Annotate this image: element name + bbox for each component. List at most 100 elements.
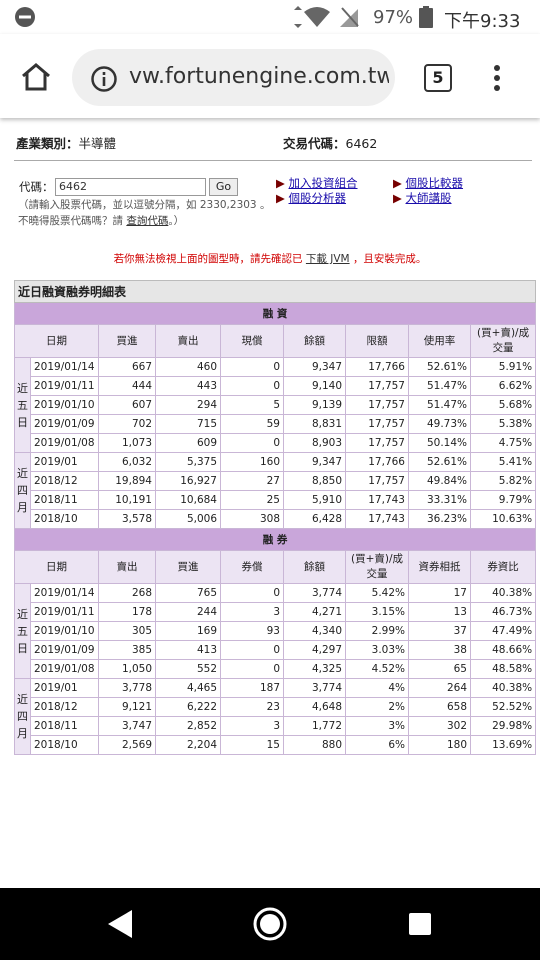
portfolio-link[interactable]: 加入投資組合 [288, 176, 358, 190]
jvm-notice: 若你無法檢視上面的圖型時，請先確認已 下載 JVM ，且安裝完成。 [0, 251, 540, 266]
value-cell: 305 [98, 621, 156, 641]
menu-button[interactable] [491, 64, 503, 92]
date-cell: 2018/12 [30, 471, 99, 491]
bullet: ▶ [276, 190, 285, 205]
value-cell: 3,774 [283, 678, 346, 698]
value-cell: 5.38% [469, 414, 537, 434]
value-cell: 10.63% [469, 509, 537, 529]
dnd-icon [15, 7, 35, 27]
date-cell: 2019/01/10 [30, 621, 99, 641]
group-label: 近四月 [14, 678, 31, 755]
compare-link[interactable]: 個股比較器 [405, 176, 464, 190]
value-cell: 0 [220, 640, 284, 660]
link-column-1: ▶ 加入投資組合 ▶ 個股分析器 [276, 176, 358, 205]
url-text[interactable]: vw.fortunengine.com.tw [129, 64, 389, 89]
column-header: 資券相抵 [408, 550, 471, 584]
lookup-link[interactable]: 查詢代碼 [126, 215, 169, 227]
value-cell: 17,766 [345, 357, 409, 377]
analyzer-link[interactable]: 個股分析器 [288, 190, 347, 205]
value-cell: 0 [220, 433, 284, 453]
value-cell: 27 [220, 471, 284, 491]
value-cell: 1,772 [283, 716, 346, 736]
value-cell: 19,894 [98, 471, 156, 491]
value-cell: 385 [98, 640, 156, 660]
jvm-link[interactable]: 下載 JVM [305, 253, 350, 265]
value-cell: 48.58% [469, 659, 537, 679]
value-cell: 0 [220, 659, 284, 679]
value-cell: 765 [155, 583, 221, 603]
info-icon[interactable] [90, 65, 118, 93]
date-cell: 2019/01/09 [30, 640, 99, 660]
value-cell: 244 [155, 602, 221, 622]
value-cell: 443 [155, 376, 221, 396]
value-cell: 3 [220, 602, 284, 622]
data-row: 2019/01/09 702 715 59 8,831 17,757 49.73% 5.38% [15, 414, 537, 434]
date-cell: 2019/01 [30, 678, 99, 698]
data-row: 2019/01/11 444 443 0 9,140 17,757 51.47% 6.62% [15, 376, 537, 396]
column-header: 日期 [14, 324, 99, 358]
value-cell: 4.52% [345, 659, 409, 679]
date-cell: 2019/01/08 [30, 433, 99, 453]
link-item: ▶ 個股比較器 [393, 176, 463, 191]
divider [14, 160, 532, 161]
value-cell: 17 [408, 583, 471, 603]
header-row: 日期 買進 賣出 現償 餘額 限額 使用率 (買+賣)/成交量 [14, 324, 537, 358]
address-bar[interactable] [72, 49, 395, 106]
value-cell: 5.42% [345, 583, 409, 603]
date-cell: 2019/01/11 [30, 602, 99, 622]
table-title: 近日融資融券明細表 [13, 280, 537, 303]
date-cell: 2019/01/11 [30, 376, 99, 396]
group-label: 近五日 [14, 583, 31, 679]
hint-text: 不曉得股票代碼嗎？請 [18, 215, 123, 227]
value-cell: 180 [408, 735, 471, 755]
master-link[interactable]: 大師講股 [405, 190, 452, 205]
industry-label: 產業類別： [16, 136, 79, 151]
value-cell: 2,204 [155, 735, 221, 755]
search-hint: （請輸入股票代碼，並以逗號分隔，如 2330,2303 。 [18, 199, 271, 211]
data-row: 2018/11 10,191 10,684 25 5,910 17,743 33.31% 9.… [15, 490, 537, 510]
section-row: 融 券 [13, 528, 537, 551]
value-cell: 607 [98, 395, 156, 415]
value-cell: 17,757 [345, 414, 409, 434]
value-cell: 52.61% [408, 452, 471, 472]
value-cell: 6% [345, 735, 409, 755]
value-cell: 36.23% [408, 509, 471, 529]
data-row: 2019/01/08 1,050 552 0 4,325 4.52% 65 48.58% [15, 659, 537, 679]
value-cell: 169 [155, 621, 221, 641]
link-item: ▶ 大師講股 [393, 191, 463, 206]
data-row: 2019/01/10 305 169 93 4,340 2.99% 37 47.49% [15, 621, 537, 641]
value-cell: 4,648 [283, 697, 346, 717]
value-cell: 4.75% [469, 433, 537, 453]
back-button[interactable] [106, 908, 134, 940]
value-cell: 3,747 [98, 716, 156, 736]
title-row: 近日融資融券明細表 [13, 280, 537, 303]
value-cell: 49.84% [408, 471, 471, 491]
go-button[interactable]: Go [209, 178, 238, 196]
code-input[interactable]: 6462 [55, 178, 206, 196]
tab-count[interactable]: 5 [424, 64, 452, 92]
home-nav-button[interactable] [252, 906, 288, 942]
value-cell: 8,850 [283, 471, 346, 491]
value-cell: 48.66% [469, 640, 537, 660]
recents-button[interactable] [408, 912, 432, 936]
value-cell: 5,375 [155, 452, 221, 472]
value-cell: 10,191 [98, 490, 156, 510]
column-header: 買進 [155, 550, 221, 584]
value-cell: 37 [408, 621, 471, 641]
date-cell: 2018/11 [30, 716, 99, 736]
value-cell: 0 [220, 376, 284, 396]
value-cell: 5.82% [469, 471, 537, 491]
column-header: 餘額 [283, 324, 346, 358]
industry-row: 產業類別：半導體 [16, 133, 116, 152]
value-cell: 17,757 [345, 395, 409, 415]
value-cell: 308 [220, 509, 284, 529]
code-label: 交易代碼： [283, 136, 346, 151]
column-header: 券償 [220, 550, 284, 584]
value-cell: 3,578 [98, 509, 156, 529]
value-cell: 17,757 [345, 471, 409, 491]
header-row: 日期 賣出 買進 券償 餘額 (買+賣)/成交量 資券相抵 券資比 [14, 550, 537, 584]
home-button[interactable] [20, 62, 52, 92]
value-cell: 4,297 [283, 640, 346, 660]
value-cell: 552 [155, 659, 221, 679]
